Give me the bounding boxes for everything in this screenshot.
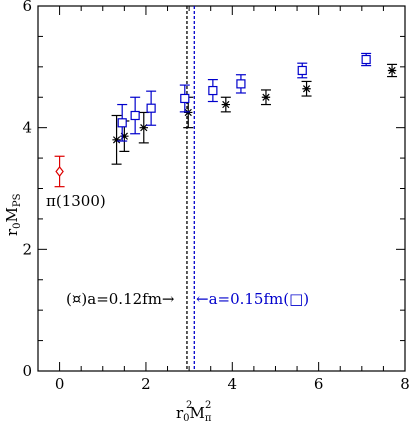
data-series bbox=[54, 52, 398, 188]
series-diamond bbox=[54, 155, 65, 188]
y-tick-label: 0 bbox=[22, 362, 32, 380]
series-square bbox=[117, 52, 372, 142]
x-axis-label: r0Mπ bbox=[176, 404, 212, 423]
data-point-square bbox=[361, 54, 371, 65]
series-star-cross bbox=[111, 63, 398, 165]
plot-border bbox=[37, 5, 406, 372]
y-tick-label: 4 bbox=[22, 119, 32, 137]
y-label-sub0: 0 bbox=[12, 222, 23, 228]
x-tick-label: 6 bbox=[314, 375, 324, 393]
data-point-star bbox=[302, 85, 311, 93]
data-point-square bbox=[130, 110, 140, 121]
data-point-star bbox=[112, 136, 121, 144]
y-tick-label: 2 bbox=[22, 240, 32, 258]
annotation-a012: (¤)a=0.12fm→ bbox=[66, 290, 175, 308]
data-point-square bbox=[236, 79, 246, 89]
data-point-star bbox=[387, 66, 397, 75]
x-tick-label: 0 bbox=[55, 375, 65, 393]
x-label-sub-pi: π bbox=[205, 413, 212, 423]
x-tick-label: 4 bbox=[228, 375, 238, 393]
y-label-r: r bbox=[3, 228, 21, 236]
x-label-M: M bbox=[190, 404, 205, 422]
x-tick-label: 8 bbox=[400, 375, 409, 393]
data-point-square bbox=[208, 85, 218, 96]
data-point-star bbox=[139, 124, 148, 132]
x-axis-sup-M: 2 bbox=[205, 400, 211, 411]
data-point-star bbox=[184, 108, 193, 117]
data-point-square bbox=[297, 65, 307, 76]
data-point-star bbox=[261, 93, 271, 101]
annotation-a015: ←a=0.15fm(□) bbox=[196, 290, 309, 308]
data-point-square bbox=[180, 93, 190, 104]
y-label-sub-ps: PS bbox=[12, 193, 23, 207]
data-point-star bbox=[221, 100, 231, 109]
y-axis-label: r0MPS bbox=[3, 193, 23, 236]
annotation-pi1300: π(1300) bbox=[46, 192, 106, 210]
data-point-square bbox=[117, 118, 127, 128]
data-point-diamond bbox=[55, 165, 64, 177]
x-axis-sup-r: 2 bbox=[186, 400, 192, 411]
y-label-M: M bbox=[3, 207, 21, 222]
axis-ticks: 0 2 4 6 8 0 2 4 6 bbox=[22, 0, 409, 393]
x-tick-label: 2 bbox=[141, 375, 151, 393]
plot-frame bbox=[37, 5, 406, 372]
x-label-r: r bbox=[176, 404, 184, 422]
reference-lines bbox=[186, 6, 195, 371]
y-tick-label: 6 bbox=[22, 0, 32, 15]
data-point-square bbox=[146, 103, 156, 113]
x-label-sub0: 0 bbox=[183, 413, 189, 423]
